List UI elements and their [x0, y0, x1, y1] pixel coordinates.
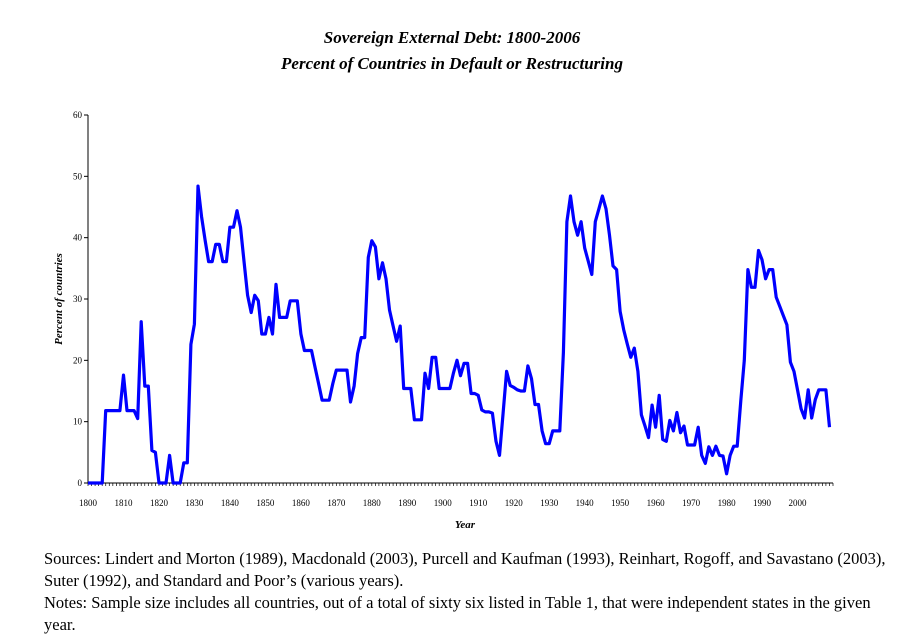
x-tick-label: 1860 — [292, 498, 311, 508]
sources-text: Sources: Lindert and Morton (1989), Macd… — [44, 549, 886, 590]
x-tick-label: 1900 — [434, 498, 453, 508]
notes-block: Sources: Lindert and Morton (1989), Macd… — [44, 548, 894, 636]
y-tick-label: 0 — [78, 478, 83, 488]
x-tick-label: 1980 — [718, 498, 737, 508]
x-tick-label: 1890 — [398, 498, 417, 508]
x-tick-label: 1840 — [221, 498, 240, 508]
x-axis-label: Year — [455, 519, 476, 531]
y-tick-label: 60 — [73, 110, 83, 120]
chart-title: Sovereign External Debt: 1800-2006 — [323, 28, 581, 47]
x-tick-label: 1920 — [505, 498, 524, 508]
x-tick-label: 2000 — [789, 498, 808, 508]
x-tick-label: 1950 — [611, 498, 630, 508]
x-tick-label: 1810 — [114, 498, 133, 508]
x-tick-label: 1990 — [753, 498, 772, 508]
y-axis-label: Percent of countries — [53, 253, 65, 345]
y-tick-label: 20 — [73, 355, 83, 365]
x-tick-label: 1820 — [150, 498, 169, 508]
x-tick-label: 1930 — [540, 498, 559, 508]
x-tick-label: 1830 — [185, 498, 204, 508]
x-tick-label: 1910 — [469, 498, 488, 508]
y-tick-label: 30 — [73, 294, 83, 304]
y-tick-label: 40 — [73, 233, 83, 243]
x-tick-label: 1970 — [682, 498, 701, 508]
x-tick-label: 1960 — [647, 498, 666, 508]
y-tick-label: 10 — [73, 417, 83, 427]
x-tick-label: 1940 — [576, 498, 595, 508]
x-tick-label: 1870 — [327, 498, 346, 508]
notes-text: Notes: Sample size includes all countrie… — [44, 593, 871, 634]
x-tick-label: 1850 — [256, 498, 275, 508]
x-tick-label: 1880 — [363, 498, 382, 508]
y-tick-label: 50 — [73, 171, 83, 181]
series-line — [88, 184, 832, 485]
chart-subtitle: Percent of Countries in Default or Restr… — [281, 54, 623, 73]
x-tick-label: 1800 — [79, 498, 98, 508]
